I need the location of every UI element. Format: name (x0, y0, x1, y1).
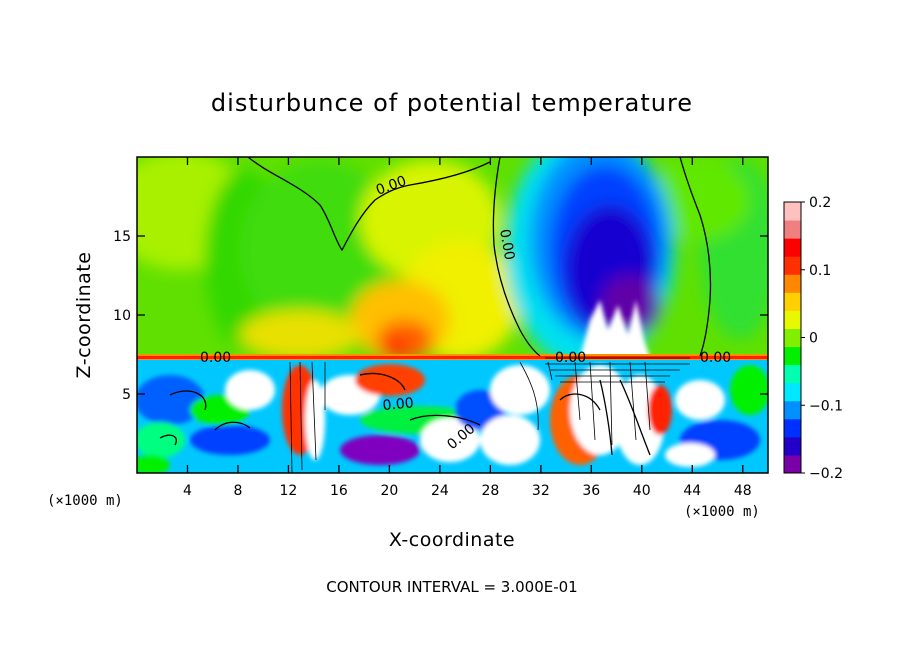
x-axis: 4 8 12 16 20 24 28 32 36 40 44 48 (183, 157, 752, 499)
x-tick-label: 48 (734, 483, 752, 499)
contour-label: 0.00 (555, 350, 586, 366)
y-tick-label: 10 (113, 308, 131, 324)
heatmap-field (137, 157, 768, 473)
x-tick-label: 12 (280, 483, 298, 499)
x-tick-label: 28 (481, 483, 499, 499)
x-tick-label: 4 (183, 483, 192, 499)
colorbar-swatch (784, 436, 801, 456)
chart-title: disturbunce of potential temperature (211, 89, 693, 117)
contour-label: 0.00 (382, 395, 414, 414)
contour-label: 0.00 (700, 350, 731, 366)
colorbar-tick-label: 0 (809, 331, 818, 347)
x-axis-title: X-coordinate (389, 529, 515, 551)
colorbar-swatch (784, 220, 801, 239)
colorbar-swatch (784, 346, 801, 366)
colorbar-tick-label: −0.1 (809, 398, 843, 414)
colorbar-tick-label: 0.2 (809, 195, 831, 211)
x-tick-label: 44 (683, 483, 701, 499)
x-tick-label: 16 (330, 483, 348, 499)
x-tick-label: 20 (380, 483, 398, 499)
colorbar-swatch (784, 418, 801, 438)
colorbar-swatch (784, 364, 801, 384)
y-axis-title: Z-coordinate (73, 252, 95, 379)
x-tick-label: 32 (532, 483, 550, 499)
y-tick-label: 15 (113, 229, 131, 245)
x-axis-unit-right: (×1000 m) (684, 504, 760, 520)
colorbar-swatch (784, 292, 801, 311)
colorbar-swatch (784, 328, 801, 348)
contour-interval-footer: CONTOUR INTERVAL = 3.000E-01 (326, 578, 577, 596)
colorbar-swatch (784, 256, 801, 275)
contour-label: 0.00 (200, 350, 231, 366)
x-tick-label: 36 (582, 483, 600, 499)
x-axis-unit-left: (×1000 m) (47, 493, 123, 509)
x-tick-label: 40 (633, 483, 651, 499)
x-tick-label: 8 (233, 483, 242, 499)
colorbar: 0.2 0.1 0 −0.1 −0.2 (783, 195, 843, 482)
colorbar-swatch (784, 454, 801, 474)
contour-label: 0.00 (496, 228, 517, 261)
y-tick-label: 5 (122, 387, 131, 403)
colorbar-swatch (784, 382, 801, 402)
colorbar-swatch (784, 310, 801, 329)
colorbar-swatch (784, 238, 801, 257)
colorbar-swatch (784, 400, 801, 420)
x-tick-label: 24 (431, 483, 449, 499)
colorbar-tick-label: 0.1 (809, 263, 831, 279)
colorbar-tick-label: −0.2 (809, 466, 843, 482)
colorbar-swatch (784, 202, 801, 221)
y-axis: 5 10 15 (113, 229, 768, 403)
colorbar-swatch (784, 274, 801, 293)
